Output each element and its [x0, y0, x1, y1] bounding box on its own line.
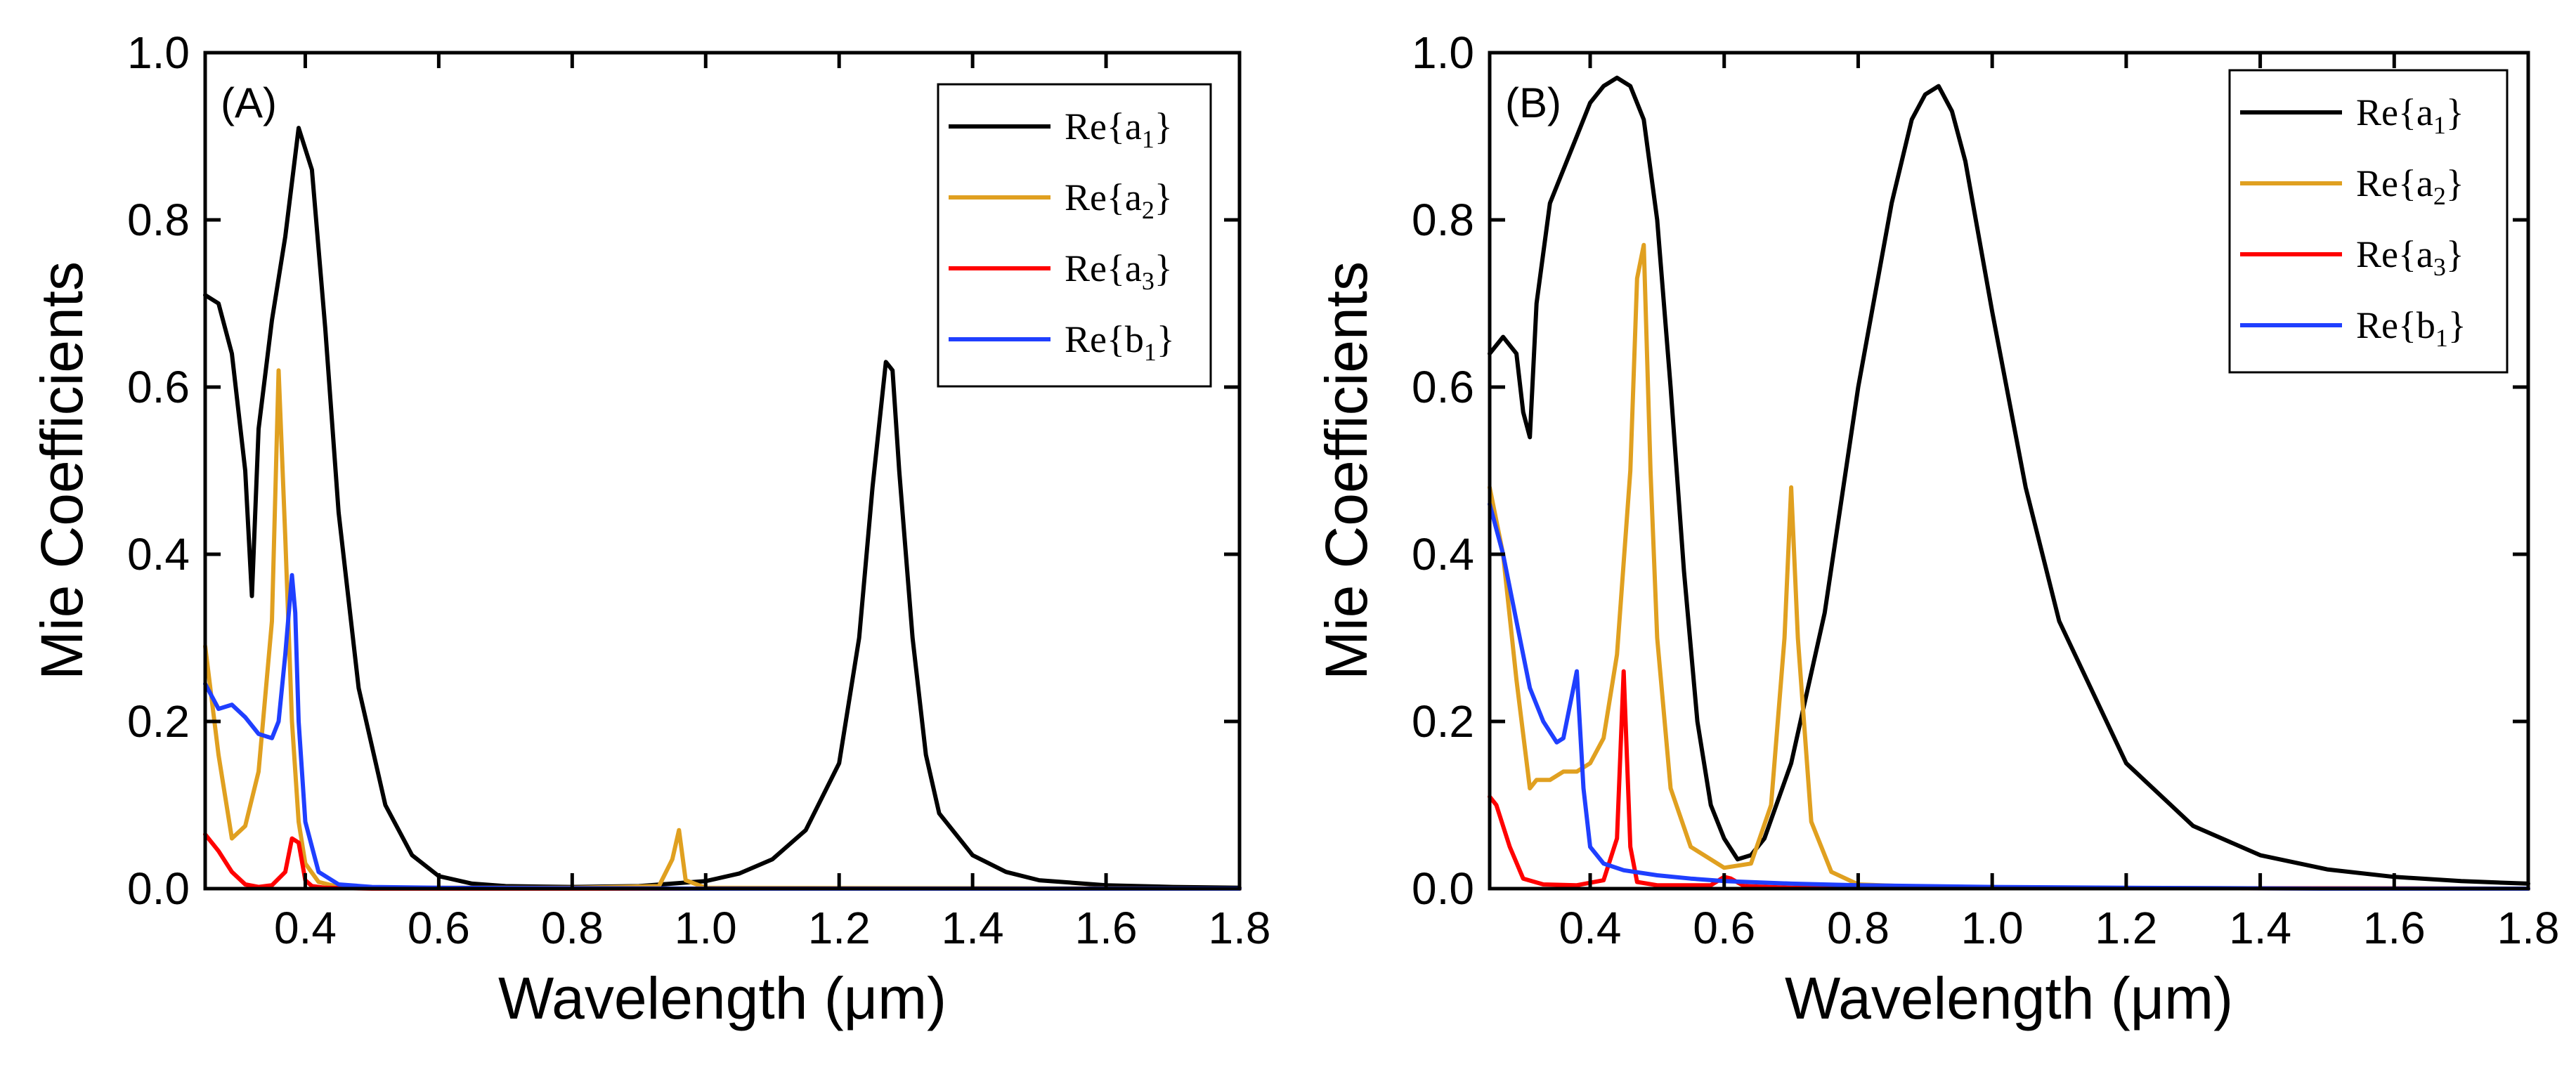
legend-label-subscript: 3: [2433, 253, 2446, 281]
x-tick-label: 0.6: [408, 903, 470, 953]
x-axis-title: Wavelength (μm): [1785, 965, 2233, 1031]
x-tick-label: 1.0: [675, 903, 737, 953]
legend-label-main: Re{a: [1065, 176, 1142, 218]
series-layer: [1488, 75, 2530, 891]
series-line-reb1: [1488, 502, 2530, 891]
legend-label-end: }: [2446, 91, 2464, 133]
x-tick-label: 0.6: [1693, 903, 1755, 953]
legend-label-end: }: [1154, 105, 1173, 148]
legend-label-subscript: 1: [2433, 111, 2446, 139]
panel-label: (A): [221, 79, 277, 126]
plot-frame: [1488, 51, 2530, 891]
legend-label-main: Re{a: [2356, 162, 2433, 204]
series-line-rea2: [203, 368, 1242, 891]
x-tick-label: 1.8: [2497, 903, 2560, 953]
legend-label-main: Re{a: [1065, 247, 1142, 289]
y-tick-label: 0.4: [127, 529, 190, 580]
legend-label: Re{a1}: [1065, 105, 1173, 153]
legend: Re{a1}Re{a2}Re{a3}Re{b1}: [937, 83, 1212, 388]
legend-label-subscript: 1: [1144, 338, 1157, 366]
legend-label-subscript: 1: [2435, 324, 2448, 352]
series-line-rea3: [203, 832, 1242, 891]
y-tick-label: 0.8: [1412, 195, 1474, 245]
x-tick-label: 0.8: [541, 903, 604, 953]
series-line-rea3: [1488, 669, 2530, 891]
legend-label: Re{a1}: [2356, 91, 2464, 139]
legend-label-main: Re{a: [2356, 91, 2433, 133]
legend-label-end: }: [2446, 233, 2464, 275]
legend-box: [937, 83, 1212, 388]
legend-label-end: }: [1154, 176, 1173, 218]
x-tick-label: 0.8: [1827, 903, 1889, 953]
y-tick-label: 0.6: [127, 362, 190, 412]
x-tick-label: 1.6: [1075, 903, 1138, 953]
legend-label-subscript: 2: [1142, 196, 1154, 224]
legend-label-end: }: [1154, 247, 1173, 289]
legend-label: Re{a2}: [1065, 176, 1173, 224]
legend-label: Re{a3}: [2356, 233, 2464, 281]
series-line-rea2: [1488, 242, 2530, 891]
x-tick-label: 0.4: [1559, 903, 1622, 953]
y-tick-label: 0.0: [1412, 863, 1474, 914]
legend: Re{a1}Re{a2}Re{a3}Re{b1}: [2228, 69, 2509, 374]
legend-label-end: }: [2448, 304, 2466, 346]
legend-label-main: Re{b: [1065, 318, 1144, 360]
plot-frame: [203, 51, 1242, 891]
y-tick-label: 0.4: [1412, 529, 1474, 580]
y-tick-label: 0.2: [1412, 696, 1474, 747]
legend-label-subscript: 1: [1142, 125, 1154, 153]
legend-label: Re{a2}: [2356, 162, 2464, 210]
legend-label: Re{b1}: [1065, 318, 1175, 366]
y-tick-label: 0.8: [127, 195, 190, 245]
x-tick-label: 1.0: [1961, 903, 2024, 953]
legend-label-main: Re{a: [2356, 233, 2433, 275]
axis-ticks: 0.4 0.6 0.8 1.0 1.2 1.4 1.6 1.8 0.0 0.2 0.4 0.6 0.8 1…: [1412, 27, 2559, 953]
chart-panel-b: 0.4 0.6 0.8 1.0 1.2 1.4 1.6 1.8 0.0 0.2 0.4 0.6 0.8 1…: [1313, 27, 2559, 1031]
x-tick-label: 1.4: [942, 903, 1004, 953]
axis-ticks: 0.4 0.6 0.8 1.0 1.2 1.4 1.6 1.8 0.0 0.2 0.4 0.6 0.8 1…: [127, 27, 1270, 953]
x-axis-title: Wavelength (μm): [498, 965, 947, 1031]
series-line-rea1: [1488, 75, 2530, 886]
y-tick-label: 1.0: [1412, 27, 1474, 78]
series-line-reb1: [203, 573, 1242, 891]
legend-label-end: }: [1157, 318, 1175, 360]
y-tick-label: 0.0: [127, 863, 190, 914]
y-tick-label: 0.2: [127, 696, 190, 747]
x-tick-label: 1.2: [2095, 903, 2157, 953]
y-axis-title: Mie Coefficients: [1313, 261, 1379, 680]
y-tick-label: 0.6: [1412, 362, 1474, 412]
legend-label-subscript: 2: [2433, 182, 2446, 210]
legend-label-subscript: 3: [1142, 267, 1154, 295]
y-tick-label: 1.0: [127, 27, 190, 78]
x-tick-label: 0.4: [274, 903, 337, 953]
legend-label: Re{b1}: [2356, 304, 2466, 352]
legend-label-main: Re{a: [1065, 105, 1142, 148]
x-tick-label: 1.6: [2363, 903, 2426, 953]
legend-label: Re{a3}: [1065, 247, 1173, 295]
legend-box: [2228, 69, 2509, 374]
x-tick-label: 1.8: [1209, 903, 1271, 953]
chart-panel-a: 0.4 0.6 0.8 1.0 1.2 1.4 1.6 1.8 0.0 0.2 0.4 0.6 0.8 1…: [29, 27, 1270, 1031]
x-tick-label: 1.4: [2229, 903, 2291, 953]
legend-label-main: Re{b: [2356, 304, 2435, 346]
legend-label-end: }: [2446, 162, 2464, 204]
y-axis-title: Mie Coefficients: [29, 261, 95, 680]
panel-label: (B): [1505, 79, 1561, 126]
x-tick-label: 1.2: [808, 903, 871, 953]
